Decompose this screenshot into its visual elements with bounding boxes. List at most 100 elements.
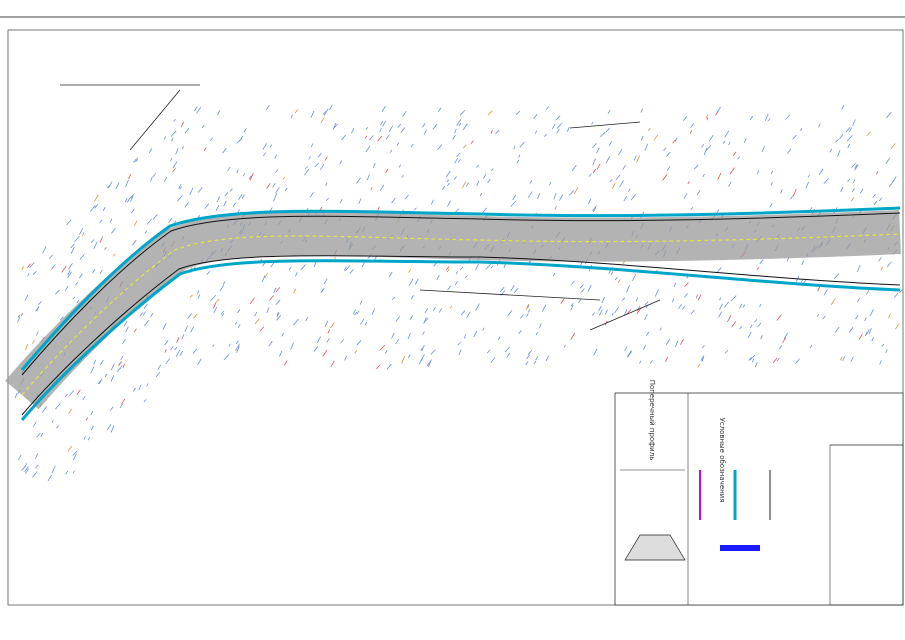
terrain-mark	[743, 138, 747, 143]
terrain-mark	[800, 279, 804, 283]
terrain-mark	[35, 464, 39, 469]
terrain-mark	[690, 123, 694, 128]
terrain-mark	[392, 296, 396, 301]
terrain-mark	[82, 395, 86, 401]
terrain-mark	[67, 445, 73, 452]
frame	[7, 29, 904, 606]
terrain-mark	[69, 390, 75, 396]
terrain-mark	[261, 275, 266, 283]
terrain-mark	[407, 354, 411, 359]
terrain-mark	[845, 126, 851, 133]
terrain-mark	[463, 333, 467, 339]
terrain-mark	[408, 278, 414, 286]
terrain-mark	[33, 421, 37, 427]
terrain-mark	[381, 105, 386, 112]
terrain-mark	[816, 313, 820, 318]
terrain-mark	[249, 172, 254, 181]
terrain-mark	[270, 262, 275, 268]
terrain-mark	[398, 164, 401, 168]
terrain-mark	[783, 332, 788, 339]
terrain-mark	[187, 313, 193, 319]
terrain-mark	[873, 200, 878, 206]
terrain-mark	[190, 326, 195, 333]
terrain-mark	[330, 321, 335, 329]
terrain-mark	[290, 114, 293, 119]
terrain-mark	[591, 121, 594, 125]
terrain-mark	[895, 323, 900, 330]
terrain-mark	[356, 310, 360, 315]
terrain-mark	[792, 134, 797, 140]
terrain-mark	[627, 350, 632, 357]
terrain-mark	[232, 202, 236, 207]
terrain-mark	[570, 304, 574, 311]
terrain-mark	[890, 143, 896, 149]
terrain-mark	[17, 314, 21, 318]
terrain-mark	[78, 273, 83, 279]
terrain-mark	[178, 183, 182, 189]
terrain-mark	[72, 470, 75, 474]
terrain-mark	[454, 157, 459, 164]
terrain-mark	[410, 294, 414, 300]
terrain-mark	[29, 262, 35, 269]
terrain-mark	[718, 311, 723, 318]
terrain-mark	[465, 182, 470, 187]
terrain-mark	[633, 155, 637, 161]
terrain-mark	[545, 355, 550, 362]
terrain-mark	[681, 305, 686, 310]
terrain-mark	[537, 193, 541, 200]
terrain-mark	[320, 164, 325, 171]
terrain-mark	[518, 154, 521, 158]
terrain-mark	[104, 247, 107, 251]
terrain-mark	[356, 340, 362, 346]
terrain-mark	[526, 313, 529, 317]
terrain-mark	[340, 339, 344, 344]
terrain-mark	[345, 265, 351, 272]
terrain-mark	[234, 321, 238, 325]
terrain-mark	[110, 227, 116, 234]
terrain-mark	[219, 284, 225, 292]
terrain-mark	[391, 332, 395, 339]
terrain-mark	[358, 198, 362, 205]
terrain-mark	[146, 218, 152, 225]
terrain-mark	[482, 327, 485, 331]
terrain-mark	[495, 129, 500, 135]
terrain-mark	[570, 302, 574, 307]
terrain-mark	[138, 384, 142, 391]
terrain-mark	[38, 301, 42, 305]
terrain-mark	[125, 179, 129, 188]
terrain-mark	[316, 336, 321, 344]
terrain-mark	[458, 349, 462, 356]
terrain-mark	[473, 330, 478, 338]
terrain-mark	[237, 309, 241, 314]
terrain-mark	[503, 263, 506, 269]
terrain-mark	[74, 235, 80, 243]
terrain-mark	[662, 174, 668, 181]
road-edge-top	[20, 206, 901, 371]
terrain-mark	[107, 184, 111, 189]
terrain-mark	[131, 208, 135, 214]
boundary-lines	[60, 84, 661, 331]
terrain-mark	[133, 157, 139, 163]
terrain-mark	[483, 173, 487, 179]
terrain-mark	[880, 266, 884, 271]
terrain-mark	[308, 156, 311, 160]
terrain-mark	[831, 297, 836, 305]
terrain-mark	[787, 148, 792, 154]
terrain-mark	[376, 364, 381, 370]
terrain-mark	[173, 119, 176, 122]
terrain-mark	[273, 287, 277, 294]
terrain-mark	[119, 365, 123, 370]
terrain-mark	[623, 309, 628, 317]
terrain-mark	[728, 181, 732, 187]
terrain-mark	[770, 181, 773, 186]
terrain-mark	[729, 167, 735, 175]
terrain-mark	[456, 152, 461, 158]
terrain-mark	[487, 110, 493, 116]
terrain-mark	[305, 317, 309, 322]
terrain-mark	[614, 277, 618, 281]
terrain-mark	[888, 182, 893, 188]
terrain-mark	[27, 273, 30, 277]
terrain-mark	[322, 110, 327, 115]
terrain-mark	[99, 269, 103, 274]
terrain-mark	[221, 312, 225, 317]
